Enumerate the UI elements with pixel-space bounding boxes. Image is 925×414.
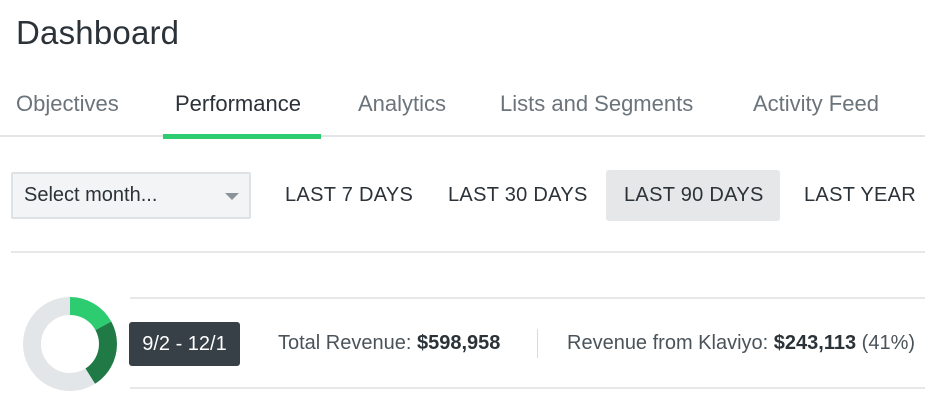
last-90-days-button[interactable]: LAST 90 DAYS: [606, 170, 780, 221]
summary-bottom-border: [130, 387, 925, 389]
month-select-value: Select month...: [24, 184, 158, 206]
tab-performance[interactable]: Performance: [163, 82, 321, 139]
last-year-button[interactable]: LAST YEAR: [804, 184, 917, 206]
tab-objectives[interactable]: Objectives: [4, 82, 131, 137]
last-7-days-button[interactable]: LAST 7 DAYS: [285, 184, 414, 206]
klaviyo-revenue-value: $243,113: [773, 332, 857, 354]
tab-analytics[interactable]: Analytics: [346, 82, 458, 137]
donut-segment-2: [23, 297, 117, 391]
page-title: Dashboard: [16, 14, 180, 51]
date-range-toolbar: Select month... LAST 7 DAYS LAST 30 DAYS…: [0, 170, 925, 222]
tab-label: Activity Feed: [753, 91, 879, 116]
tab-label: Lists and Segments: [500, 91, 694, 116]
total-revenue-label: Total Revenue:: [278, 332, 412, 354]
tab-activity-feed[interactable]: Activity Feed: [741, 82, 891, 137]
total-revenue-stat: Total Revenue: $598,958: [278, 332, 500, 355]
chevron-down-icon: [225, 193, 239, 200]
klaviyo-revenue-percent: (41%): [861, 332, 916, 354]
summary-top-border: [130, 297, 925, 299]
last-30-days-button[interactable]: LAST 30 DAYS: [448, 184, 588, 206]
month-select[interactable]: Select month...: [11, 172, 251, 219]
tab-label: Objectives: [16, 91, 119, 116]
klaviyo-revenue-label: Revenue from Klaviyo:: [567, 332, 769, 354]
tab-lists-and-segments[interactable]: Lists and Segments: [488, 82, 705, 137]
tab-bar: Objectives Performance Analytics Lists a…: [0, 82, 925, 139]
revenue-donut-chart: [23, 297, 117, 391]
date-range-badge: 9/2 - 12/1: [129, 322, 240, 366]
tab-label: Performance: [175, 91, 301, 116]
total-revenue-value: $598,958: [416, 332, 501, 354]
klaviyo-revenue-stat: Revenue from Klaviyo: $243,113 (41%): [567, 332, 915, 355]
tab-label: Analytics: [358, 91, 447, 116]
stat-divider: [537, 329, 538, 358]
section-divider: [11, 251, 925, 253]
active-tab-indicator: [163, 134, 321, 139]
donut-segment-3: [23, 297, 117, 391]
